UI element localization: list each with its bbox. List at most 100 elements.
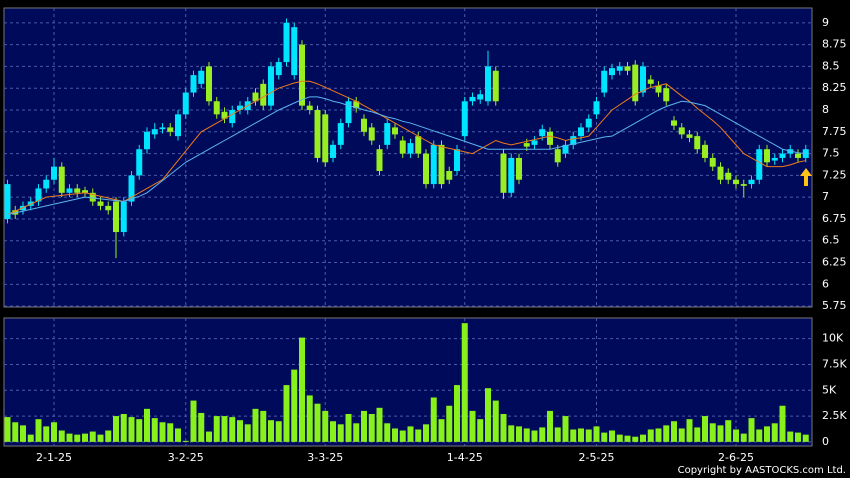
candle-body xyxy=(423,153,429,185)
volume-bar xyxy=(144,408,150,442)
volume-bar xyxy=(330,421,336,442)
candle-body xyxy=(430,144,437,185)
candle-body xyxy=(663,88,670,102)
candle-body xyxy=(756,149,763,180)
candle-body xyxy=(198,70,205,84)
candle-body xyxy=(446,171,453,180)
volume-bar xyxy=(671,421,677,442)
y-tick-label: 7.75 xyxy=(822,125,847,138)
volume-bar xyxy=(113,416,119,442)
volume-bar xyxy=(221,416,228,442)
volume-bar xyxy=(407,426,414,442)
volume-bar xyxy=(686,419,693,442)
candle-body xyxy=(415,136,422,154)
candle-body xyxy=(74,188,81,193)
candle-body xyxy=(213,101,220,115)
candle-body xyxy=(82,190,88,193)
volume-bar xyxy=(570,429,577,442)
y-tick-label: 6.25 xyxy=(822,256,847,269)
candle-body xyxy=(523,143,530,147)
candle-body xyxy=(640,66,646,93)
candle-body xyxy=(508,157,515,193)
candle-body xyxy=(136,149,143,176)
volume-bar xyxy=(624,435,631,442)
candle-body xyxy=(151,129,158,135)
copyright: Copyright by AASTOCKS.com Ltd. xyxy=(678,465,846,476)
candle-body xyxy=(717,166,724,180)
candle-body xyxy=(182,92,189,115)
volume-bar xyxy=(384,423,391,442)
y-tick-label: 6.75 xyxy=(822,212,847,225)
candle-body xyxy=(260,83,267,106)
candle-body xyxy=(58,166,65,193)
volume-bar xyxy=(182,440,189,442)
volume-bar xyxy=(43,426,50,442)
candle-body xyxy=(105,205,112,211)
volume-bar xyxy=(601,432,608,442)
volume-bar xyxy=(593,426,600,442)
volume-bar xyxy=(415,429,422,442)
candle-body xyxy=(694,136,701,150)
candle-body xyxy=(647,79,654,84)
candle-body xyxy=(167,127,174,132)
volume-bar xyxy=(632,436,639,442)
y-tick-label: 8 xyxy=(822,103,829,116)
volume-bar xyxy=(740,433,747,442)
y-tick-label: 7.25 xyxy=(822,168,847,181)
candle-body xyxy=(376,149,383,172)
y-tick-label: 10K xyxy=(822,332,844,345)
volume-bar xyxy=(283,385,290,442)
candle-body xyxy=(764,149,770,163)
volume-bar xyxy=(802,434,809,442)
volume-bar xyxy=(213,416,220,442)
volume-bar xyxy=(66,433,73,442)
candle-body xyxy=(671,120,677,126)
volume-bar xyxy=(353,423,360,442)
volume-bar xyxy=(35,419,42,442)
volume-bar xyxy=(694,427,701,442)
volume-bar xyxy=(640,434,646,442)
candle-body xyxy=(771,157,778,161)
y-tick-label: 7 xyxy=(822,190,829,203)
volume-bar xyxy=(376,407,383,442)
candle-body xyxy=(554,149,561,163)
candle-body xyxy=(485,66,491,102)
volume-bar xyxy=(771,423,778,442)
volume-bar xyxy=(500,414,507,442)
volume-bar xyxy=(252,408,259,442)
candle-body xyxy=(686,134,693,138)
volume-bar xyxy=(4,417,11,442)
volume-bar xyxy=(314,403,321,442)
volume-bar xyxy=(237,420,243,442)
volume-bar xyxy=(663,425,670,442)
volume-bar xyxy=(345,414,352,442)
y-tick-label: 8.25 xyxy=(822,81,847,94)
volume-bar xyxy=(430,397,437,442)
y-tick-label: 6 xyxy=(822,277,829,290)
y-tick-label: 8.75 xyxy=(822,38,847,51)
candle-body xyxy=(113,201,119,233)
volume-bar xyxy=(446,405,453,442)
candle-body xyxy=(275,62,282,76)
candle-body xyxy=(399,140,406,154)
candle-body xyxy=(795,153,801,158)
volume-bar xyxy=(58,430,65,442)
y-tick-label: 5K xyxy=(822,383,837,396)
candle-body xyxy=(144,131,150,150)
volume-bar xyxy=(647,429,654,442)
x-tick-label: 2-1-25 xyxy=(36,451,72,464)
volume-bar xyxy=(206,431,212,442)
volume-bar xyxy=(12,422,19,442)
volume-bar xyxy=(190,400,197,442)
candle-body xyxy=(454,149,460,172)
candle-body xyxy=(291,27,298,76)
candle-body xyxy=(330,144,336,158)
volume-bar xyxy=(399,430,406,442)
candle-body xyxy=(314,109,321,158)
volume-bar xyxy=(787,431,794,442)
candle-body xyxy=(299,44,305,106)
candle-body xyxy=(322,114,329,163)
candle-body xyxy=(361,118,367,132)
y-tick-label: 6.5 xyxy=(822,234,840,247)
volume-bar xyxy=(554,427,561,442)
